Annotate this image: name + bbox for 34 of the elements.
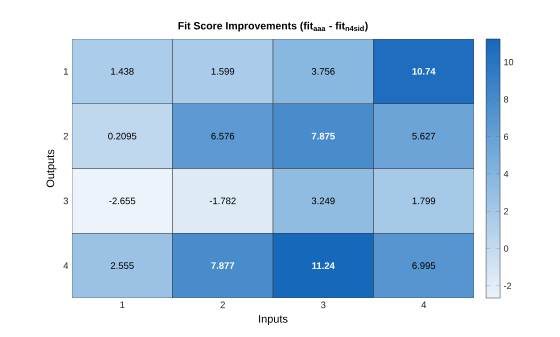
x-tick-label: 1 [120, 302, 124, 308]
color-bar-label: 6 [504, 133, 508, 140]
data-label: 7.877 [211, 262, 234, 269]
color-bar-label: 2 [504, 208, 508, 214]
data-label: 3.756 [312, 68, 335, 75]
y-tick-label: 3 [64, 198, 68, 204]
x-tick-label: 3 [320, 302, 326, 308]
color-bar-label: -2 [504, 282, 512, 289]
data-label: 2.555 [110, 262, 134, 269]
data-label: 5.627 [412, 132, 436, 140]
data-label: 1.799 [412, 198, 436, 204]
data-label: 11.24 [312, 262, 335, 269]
data-label: 7.875 [312, 132, 335, 140]
data-label: -1.782 [210, 198, 236, 204]
chart-title: Fit Score Improvements (fit$_{aaa}$ - fit$_{n4sid}$) [178, 22, 368, 32]
data-label: -2.655 [109, 198, 136, 204]
y-tick-label: 4 [63, 262, 68, 269]
data-label: 6.995 [412, 262, 436, 269]
data-label: 10.74 [412, 68, 436, 75]
color-bar-label: 4 [504, 170, 508, 178]
data-label: 0.2095 [108, 132, 136, 140]
y-tick-label: 2 [64, 132, 68, 140]
data-label: 6.576 [211, 132, 234, 140]
y-tick-label: 1 [64, 68, 68, 75]
color-bar-label: 0 [504, 245, 508, 252]
data-label: 1.599 [212, 68, 234, 75]
color-bar-label: 10 [504, 58, 514, 66]
y-axis-title: Outputs [46, 150, 56, 188]
color-bar-label: 8 [504, 96, 508, 103]
x-tick-label: 2 [220, 302, 225, 308]
data-label: 1.438 [111, 68, 134, 75]
data-label: 3.249 [312, 198, 335, 204]
x-axis-title: Inputs [259, 315, 288, 325]
x-tick-label: 4 [421, 302, 426, 308]
